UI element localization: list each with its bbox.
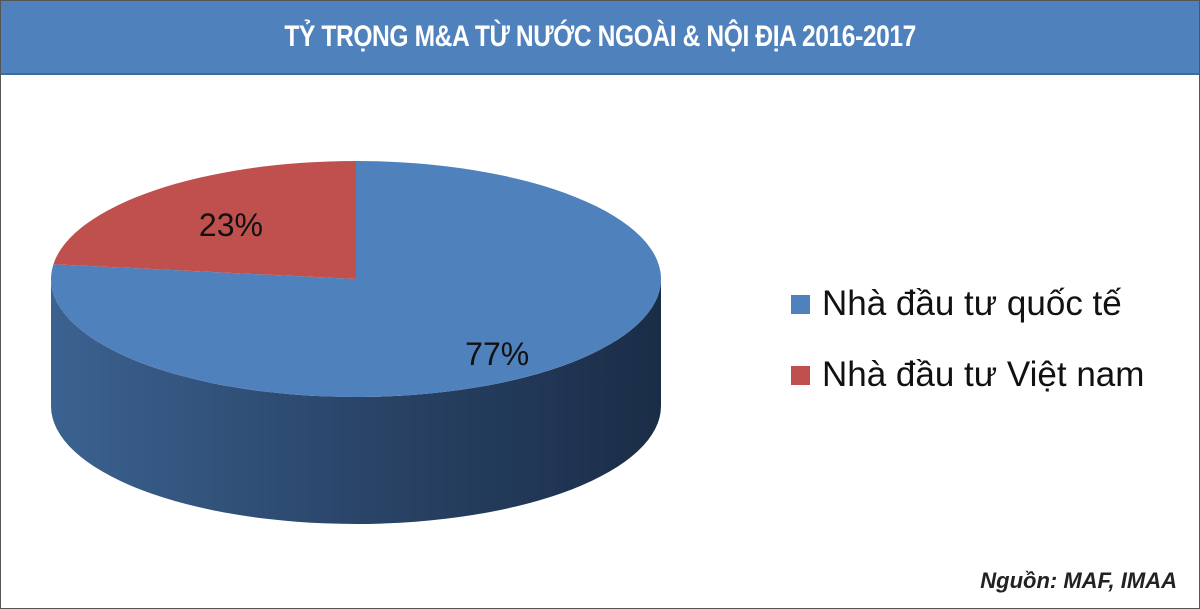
legend-swatch-vietnam — [791, 365, 810, 385]
data-label-1: 23% — [199, 207, 263, 243]
pie-slice-0 — [51, 161, 662, 397]
pie-slice-1 — [53, 161, 356, 279]
legend-item-international: Nhà đầu tư quốc tế — [791, 284, 1122, 324]
source-note: Nguồn: MAF, IMAA — [980, 568, 1177, 593]
chart-title: TỶ TRỌNG M&A TỪ NƯỚC NGOÀI & NỘI ĐỊA 201… — [284, 20, 916, 53]
legend-label: Nhà đầu tư Việt nam — [822, 355, 1145, 394]
data-label-0: 77% — [465, 336, 529, 372]
legend-swatch-international — [791, 294, 810, 314]
title-bar: TỶ TRỌNG M&A TỪ NƯỚC NGOÀI & NỘI ĐỊA 201… — [1, 1, 1199, 75]
legend-item-vietnam: Nhà đầu tư Việt nam — [791, 355, 1144, 395]
legend-label: Nhà đầu tư quốc tế — [822, 284, 1122, 323]
pie-side — [51, 279, 661, 524]
